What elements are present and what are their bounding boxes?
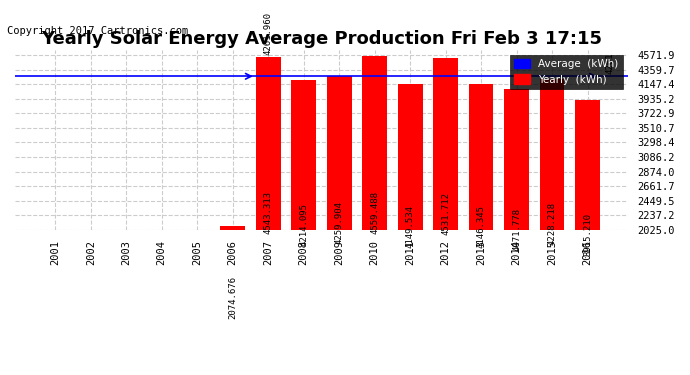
Text: 4261.960: 4261.960 [264, 12, 273, 55]
Text: 4261: 4261 [605, 53, 614, 74]
Text: 4259.904: 4259.904 [335, 201, 344, 244]
Bar [469, 84, 493, 369]
Text: 4531.712: 4531.712 [441, 192, 450, 235]
Text: 4149.534: 4149.534 [406, 205, 415, 248]
Text: 4214.095: 4214.095 [299, 203, 308, 246]
Bar [504, 89, 529, 369]
Text: Copyright 2017 Cartronics.com: Copyright 2017 Cartronics.com [7, 26, 188, 36]
Legend: Average  (kWh), Yearly  (kWh): Average (kWh), Yearly (kWh) [510, 55, 622, 89]
Text: 3915.210: 3915.210 [583, 213, 592, 256]
Bar [575, 100, 600, 369]
Bar [362, 56, 387, 369]
Text: 4543.313: 4543.313 [264, 191, 273, 234]
Bar [540, 78, 564, 369]
Bar [433, 58, 458, 369]
Text: 4228.218: 4228.218 [548, 202, 557, 245]
Text: 2074.676: 2074.676 [228, 276, 237, 319]
Bar [220, 226, 245, 369]
Text: 4559.488: 4559.488 [370, 191, 379, 234]
Title: Yearly Solar Energy Average Production Fri Feb 3 17:15: Yearly Solar Energy Average Production F… [41, 30, 602, 48]
Text: 4071.778: 4071.778 [512, 208, 521, 251]
Text: 4146.345: 4146.345 [477, 205, 486, 248]
Bar [256, 57, 281, 369]
Bar [291, 80, 316, 369]
Bar [326, 76, 351, 369]
Bar [397, 84, 422, 369]
